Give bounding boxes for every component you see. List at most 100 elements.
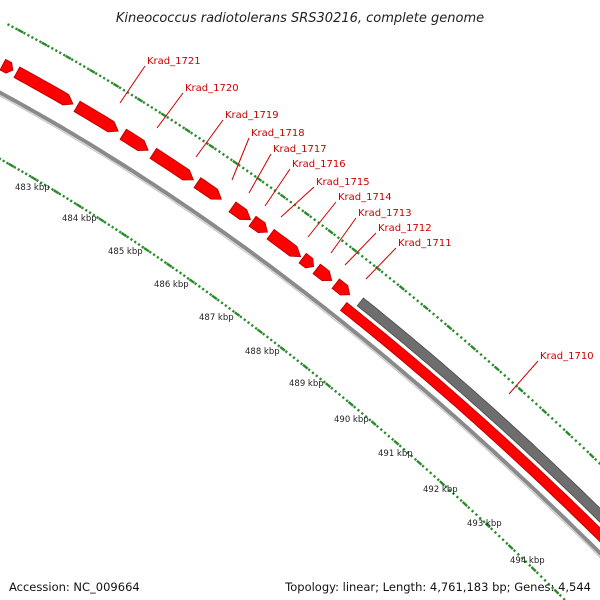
guide-dot: [28, 174, 32, 178]
guide-dot: [216, 298, 220, 302]
guide-dot: [406, 451, 410, 455]
guide-dot: [478, 516, 482, 520]
label-leader-lines: [119, 65, 539, 395]
guide-dot: [327, 228, 334, 235]
accession-text: Accession: NC_009664: [9, 580, 140, 594]
guide-dot: [322, 380, 326, 384]
guide-dot: [158, 110, 162, 115]
guide-dot: [95, 215, 100, 220]
guide-dot: [380, 270, 384, 274]
guide-dot: [550, 416, 554, 421]
guide-dot: [50, 187, 54, 192]
gene-arrow: [193, 177, 222, 200]
guide-dot: [539, 574, 543, 579]
guide-dot: [574, 439, 578, 443]
guide-dot: [6, 23, 10, 27]
guide-dot: [588, 452, 595, 459]
guide-dot: [5, 161, 9, 165]
guide-dot: [558, 424, 562, 428]
guide-dot: [201, 287, 205, 291]
guide-dot: [534, 402, 538, 406]
guide-dot: [24, 172, 28, 176]
guide-dot: [201, 139, 206, 143]
guide-dot: [78, 62, 82, 66]
gene-arrow: [119, 128, 149, 152]
guide-dot: [348, 245, 352, 249]
guide-dot: [493, 530, 498, 535]
guide-dot: [188, 278, 195, 284]
guide-dot: [65, 197, 70, 201]
guide-dot: [170, 118, 174, 122]
guide-dot: [13, 165, 17, 169]
guide-dot: [427, 309, 432, 313]
guide-dot: [178, 123, 182, 127]
gene-arrow: [73, 100, 119, 133]
guide-dot: [398, 285, 405, 291]
guide-dot: [227, 306, 232, 311]
lower-dotted-guide: [0, 157, 566, 600]
guide-dot: [182, 126, 186, 130]
guide-dot: [538, 406, 542, 410]
guide-dot: [309, 215, 313, 219]
guide-dot: [446, 324, 453, 331]
gene-labels: Krad_1721 Krad_1720 Krad_1719 Krad_1718 Krad…: [147, 56, 594, 362]
gene-arrow: [13, 66, 74, 106]
tick-label: 493 kbp: [467, 519, 502, 529]
guide-dot: [507, 544, 514, 550]
guide-dot: [375, 424, 380, 428]
guide-dot: [163, 260, 167, 265]
guide-dot: [62, 194, 66, 198]
guide-dot: [321, 224, 325, 228]
guide-dot: [482, 520, 486, 524]
guide-dot: [231, 309, 235, 313]
guide-dot: [356, 408, 361, 412]
tick-label: 488 kbp: [245, 347, 280, 357]
guide-dot: [499, 370, 503, 374]
guide-dot: [69, 199, 73, 203]
guide-dot: [110, 81, 114, 85]
guide-dot: [393, 439, 400, 446]
guide-dot: [30, 35, 34, 40]
tick-label: 484 kbp: [62, 214, 97, 224]
tick-label: 494 kbp: [510, 556, 545, 566]
guide-dot: [213, 147, 218, 151]
guide-dot: [547, 582, 551, 586]
guide-dot: [436, 478, 440, 482]
guide-dot: [425, 467, 429, 472]
guide-dot: [315, 374, 319, 378]
guide-dot: [265, 183, 269, 187]
guide-dot: [243, 318, 247, 322]
guide-dot: [364, 415, 368, 419]
guide-dot: [554, 420, 558, 424]
guide-dot: [30, 175, 37, 181]
guide-dot: [586, 450, 590, 454]
guide-dot: [516, 552, 520, 556]
guide-dot: [186, 276, 190, 280]
guide-dot: [543, 578, 547, 582]
upper-dotted-guide: [6, 23, 600, 465]
guide-dot: [522, 391, 527, 395]
tick-labels: 483 kbp 484 kbp 485 kbp 486 kbp 487 kbp 488 k…: [15, 183, 545, 566]
guide-dot: [408, 292, 412, 296]
guide-dot: [493, 365, 500, 372]
guide-dot: [38, 40, 42, 44]
guide-dot: [285, 197, 289, 201]
guide-dot: [197, 136, 202, 140]
guide-dot: [412, 295, 416, 300]
guide-dot: [289, 200, 293, 204]
guide-dot: [443, 322, 448, 326]
guide-dot: [564, 430, 571, 437]
guide-dot: [467, 342, 471, 346]
genome-backbone: [0, 90, 600, 559]
guide-dot: [570, 435, 574, 439]
tick-label: 485 kbp: [108, 247, 143, 257]
leader-line: [195, 119, 224, 158]
guide-dot: [80, 206, 85, 210]
guide-dot: [17, 167, 21, 172]
guide-dot: [126, 235, 130, 239]
guide-dot: [336, 236, 341, 240]
guide-dot: [324, 227, 329, 231]
guide-dot: [102, 76, 106, 80]
guide-dot: [134, 95, 138, 100]
guide-dot: [232, 159, 239, 166]
